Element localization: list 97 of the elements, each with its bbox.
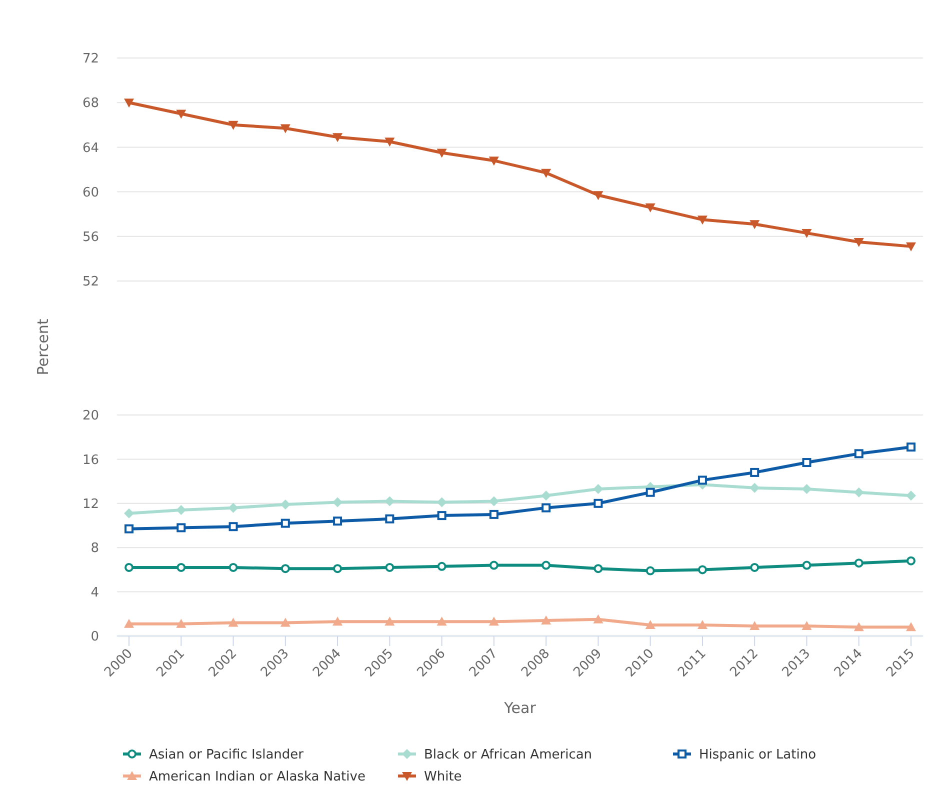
point [436,497,447,508]
point [697,620,708,629]
point [541,168,552,178]
point [176,110,186,119]
y-tick-label: 4 [90,585,99,600]
point [228,522,238,532]
point [124,562,134,572]
point [384,496,395,506]
point [593,191,604,200]
point [489,560,498,570]
point [542,560,551,570]
point [906,556,916,566]
point [280,518,290,528]
point [906,442,916,452]
point [228,618,238,627]
point [124,508,134,518]
point [750,562,760,572]
x-axis-title: Year [503,699,537,717]
point [124,618,134,628]
point [333,564,342,574]
point [750,621,760,630]
y-tick-label: 52 [82,274,99,290]
point [228,120,238,130]
point [436,148,447,158]
point [541,616,552,625]
point [488,156,499,166]
point [906,622,916,632]
legend-label: Asian or Pacific Islander [149,748,304,763]
point [698,476,707,485]
point [437,511,446,520]
point [280,564,290,574]
point [332,497,343,508]
point [437,562,446,571]
point [906,242,916,252]
point [436,616,447,626]
point [594,564,603,574]
point [541,490,552,501]
point [385,562,394,572]
point [854,558,864,568]
point [854,487,864,498]
point [176,523,186,532]
point [384,616,395,626]
point [176,618,186,628]
point [802,484,812,494]
point [332,616,343,626]
point [176,505,186,516]
point [176,562,186,572]
point [906,490,916,501]
point [385,514,394,524]
point [124,98,134,108]
point [280,124,290,134]
point [280,618,290,627]
point [802,560,812,570]
point [384,138,395,147]
legend-label: American Indian or Alaska Native [149,770,366,785]
point [750,220,760,230]
point [750,468,760,477]
legend-label: White [424,770,462,785]
point [802,458,812,468]
point [332,133,343,142]
y-tick-label: 72 [82,52,99,67]
y-tick-label: 0 [90,630,99,645]
point [645,203,656,212]
point [698,565,707,574]
point [333,516,342,526]
point [750,482,760,493]
point [854,622,864,632]
y-tick-label: 68 [82,96,99,112]
legend-label: Black or African American [424,748,592,763]
point [646,488,655,497]
point [646,566,655,576]
point [854,238,864,247]
point [542,503,551,512]
y-axis-title: Percent [34,318,52,376]
point [593,484,604,494]
point [645,620,656,629]
point [489,510,498,519]
point [802,229,812,238]
y-tick-label: 16 [82,452,99,468]
y-tick-label: 56 [82,230,99,245]
point [228,562,238,572]
y-tick-label: 8 [90,541,99,556]
point [697,216,708,225]
point [280,500,290,510]
point [228,502,238,513]
y-tick-label: 64 [82,140,99,156]
point [854,449,864,458]
point [488,616,499,626]
legend-label: Hispanic or Latino [699,748,816,763]
point [802,621,812,630]
point [488,496,499,506]
point [594,498,603,508]
y-tick-label: 12 [82,496,99,512]
point [124,524,134,534]
y-tick-label: 20 [82,408,99,424]
point [593,614,604,624]
y-tick-label: 60 [82,185,99,200]
